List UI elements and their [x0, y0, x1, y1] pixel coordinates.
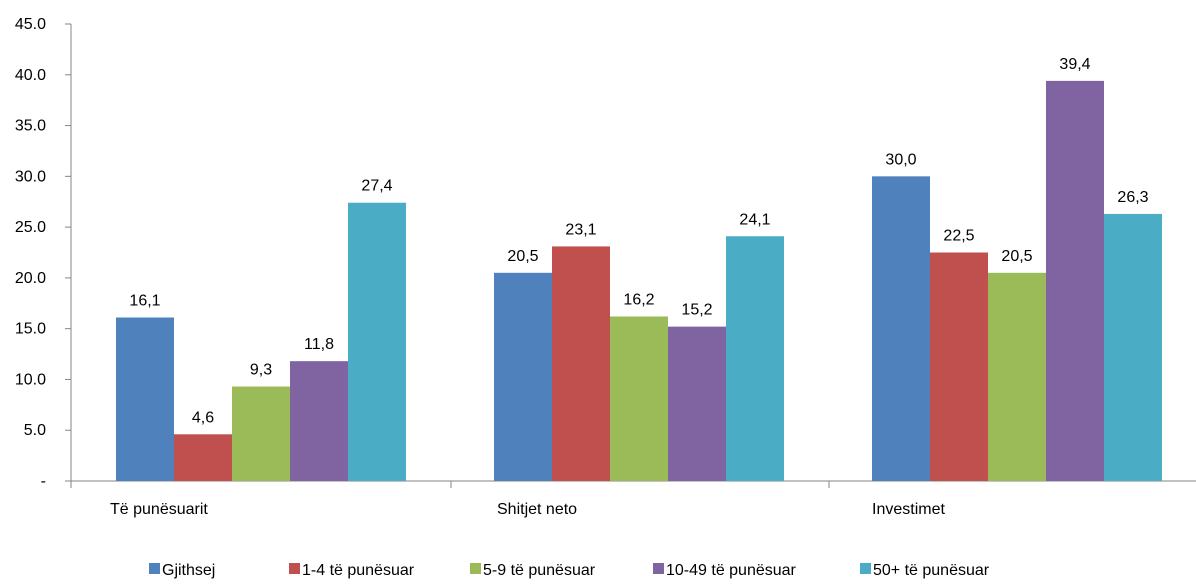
legend-swatch — [149, 563, 160, 574]
category-label: Shitjet neto — [497, 501, 577, 518]
category-label: Investimet — [872, 501, 945, 518]
y-tick-label: 5.0 — [24, 422, 46, 439]
legend-swatch — [653, 563, 664, 574]
data-label: 16,2 — [623, 291, 654, 308]
bar — [988, 272, 1046, 481]
legend-swatch — [470, 563, 481, 574]
data-label: 39,4 — [1059, 56, 1090, 73]
bar — [290, 361, 348, 481]
data-label: 20,5 — [507, 248, 538, 265]
bar — [610, 316, 668, 481]
y-tick-label: 30.0 — [15, 168, 46, 185]
legend-label: Gjithsej — [162, 562, 215, 579]
data-label: 16,1 — [129, 292, 160, 309]
y-tick-label: 40.0 — [15, 67, 46, 84]
bar — [552, 246, 610, 481]
data-label: 11,8 — [304, 336, 334, 353]
y-tick-label: 15.0 — [15, 321, 46, 338]
bar — [494, 272, 552, 481]
bar — [232, 386, 290, 481]
legend-swatch — [860, 563, 871, 574]
category-label: Të punësuarit — [110, 501, 208, 518]
bar — [726, 236, 784, 481]
data-label: 9,3 — [250, 362, 272, 379]
bar — [930, 252, 988, 481]
data-label: 15,2 — [681, 302, 712, 319]
data-label: 4,6 — [192, 409, 214, 426]
data-label: 24,1 — [739, 211, 770, 228]
bar — [348, 202, 406, 481]
data-label: 22,5 — [943, 228, 974, 245]
data-label: 20,5 — [1001, 248, 1032, 265]
legend-label: 50+ të punësuar — [873, 562, 990, 579]
y-tick-label: 10.0 — [15, 371, 46, 388]
y-tick-label: 20.0 — [15, 270, 46, 287]
legend-label: 5-9 të punësuar — [483, 562, 596, 579]
y-tick-label: - — [41, 473, 46, 490]
y-tick-label: 35.0 — [15, 118, 46, 135]
legend-label: 1-4 të punësuar — [302, 562, 415, 579]
data-label: 30,0 — [885, 151, 916, 168]
y-tick-label: 45.0 — [15, 16, 46, 33]
data-label: 26,3 — [1117, 189, 1148, 206]
data-label: 27,4 — [361, 178, 392, 195]
bar — [1046, 80, 1104, 482]
y-tick-label: 25.0 — [15, 219, 46, 236]
bar — [174, 434, 232, 481]
bar — [872, 176, 930, 482]
bar — [116, 317, 174, 481]
legend-swatch — [289, 563, 300, 574]
legend-label: 10-49 të punësuar — [666, 562, 797, 579]
bar — [668, 326, 726, 481]
bar — [1104, 213, 1162, 482]
data-label: 23,1 — [565, 221, 596, 238]
